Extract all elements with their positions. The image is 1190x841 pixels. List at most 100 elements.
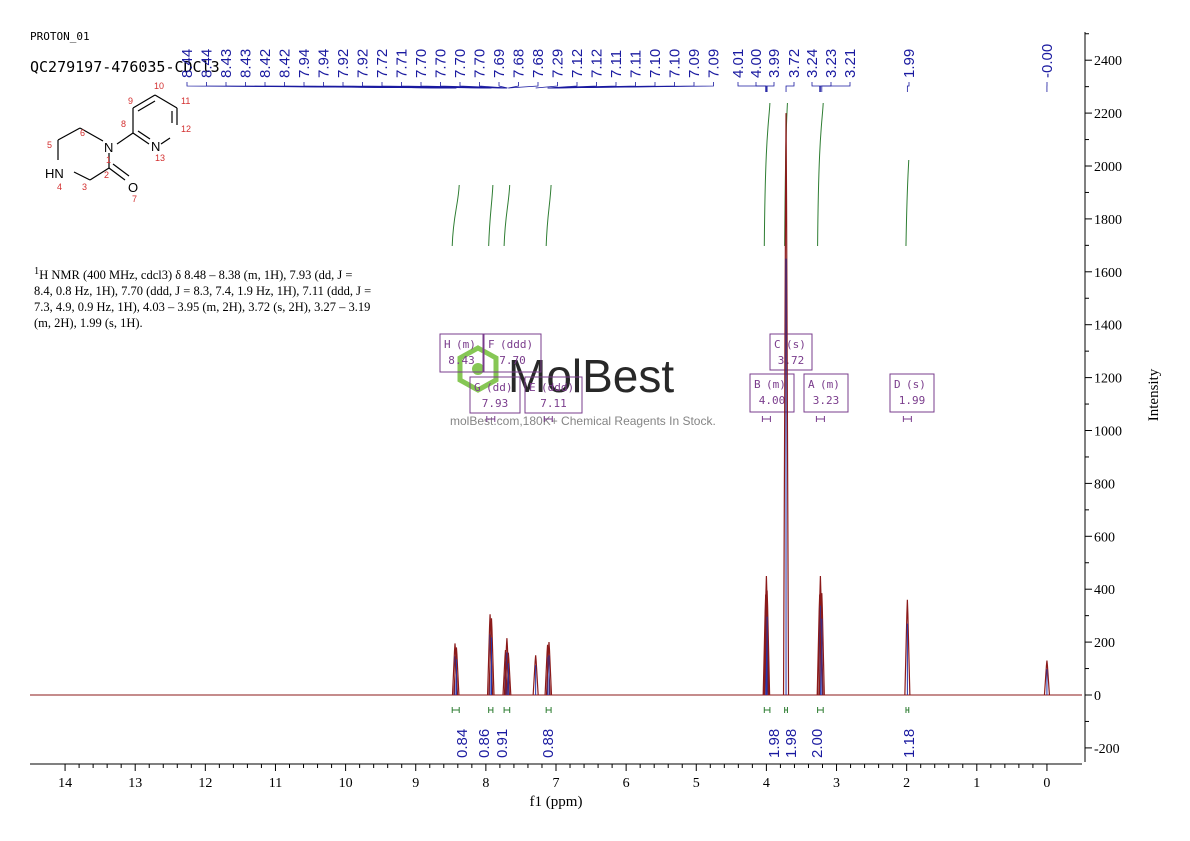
x-tick-label: 8 [482, 776, 489, 791]
watermark-tagline: molBest.com,180K+ Chemical Reagents In S… [450, 414, 716, 428]
molecule-structure: N HN N O 1 2 3 4 5 6 7 8 9 10 11 12 13 [45, 81, 191, 204]
peak-label: 7.12 [589, 49, 606, 78]
peak-label-layer: 8.44 8.44 8.43 8.43 8.42 8.42 7.94 7.94 7.92 7.92… [179, 44, 1056, 92]
peak-label: 3.72 [786, 49, 803, 78]
multiplet-box [439, 333, 484, 373]
x-tick-label: 11 [269, 776, 282, 791]
multiplet-shift: 3.23 [813, 394, 840, 407]
peak-label: 7.94 [316, 49, 333, 78]
integral-label-layer: 0.84 0.86 0.91 0.88 1.98 1.98 2.00 1.18 [451, 707, 918, 758]
multiplet-shift: 7.70 [499, 354, 526, 367]
multiplet-box [769, 333, 813, 371]
y-tick-label: 1400 [1094, 319, 1122, 334]
integral-value: 0.84 [454, 729, 471, 758]
peak-label-leader [755, 82, 767, 92]
atom-index-9: 9 [128, 96, 133, 106]
spectrum-peak [532, 655, 539, 696]
atom-index-10: 10 [154, 81, 164, 91]
peak-label: 7.71 [394, 49, 411, 78]
atom-index-11: 11 [181, 96, 190, 106]
integral-curve [905, 159, 910, 247]
x-axis-title: f1 (ppm) [530, 794, 583, 810]
multiplet-id: E [529, 381, 536, 394]
integral-value: 0.86 [476, 729, 493, 758]
peak-label: 8.44 [199, 49, 216, 78]
y-tick-label: 2200 [1094, 107, 1122, 122]
y-tick-label: 1000 [1094, 425, 1122, 440]
multiplet-type: (ddd) [500, 338, 533, 351]
peak-label: 4.00 [748, 49, 765, 78]
spectrum-peak [1043, 660, 1051, 696]
integral-curve [488, 184, 494, 247]
multiplet-id: F [488, 338, 495, 351]
multiplet-type: (m) [456, 338, 476, 351]
peak-label-leader [479, 82, 507, 89]
peak-label: 7.68 [511, 49, 528, 78]
integral-curve [503, 184, 511, 247]
integral-bracket [488, 707, 494, 713]
spectrum-peak [782, 113, 790, 696]
peak-label: 7.11 [628, 50, 645, 78]
peak-label: 7.11 [608, 50, 625, 78]
peak-label-leader [906, 82, 910, 92]
multiplet-box [469, 376, 521, 414]
multiplet-id: G [474, 381, 481, 394]
multiplet-type: (dd) [486, 381, 513, 394]
integral-value: 1.18 [901, 729, 918, 758]
y-tick-label: 800 [1094, 477, 1115, 492]
peak-label-leader [498, 82, 508, 89]
x-tick-label: 5 [693, 776, 700, 791]
atom-index-8: 8 [121, 119, 126, 129]
peak-label: 3.21 [842, 49, 859, 78]
multiplet-box [483, 333, 542, 373]
atom-index-1: 1 [106, 155, 111, 165]
peak-label: 4.01 [730, 49, 747, 78]
spectrum-peak [818, 593, 825, 696]
x-tick-label: 2 [903, 776, 910, 791]
nmr-summary-text: 1H NMR (400 MHz, cdcl3) δ 8.48 – 8.38 (m… [34, 264, 374, 331]
multiplet-type: (m) [766, 378, 786, 391]
atom-index-7: 7 [132, 194, 137, 204]
peak-label-leader [766, 82, 775, 92]
multiplet-shift: 7.93 [482, 397, 509, 410]
atom-o: O [128, 180, 138, 195]
integral-curve-layer [451, 102, 910, 247]
integral-curve [817, 102, 824, 247]
peak-label: 7.70 [413, 49, 430, 78]
multiplet-type: (s) [906, 378, 926, 391]
multiplet-layer: H (m) 8.43 F (ddd) 7.70 G (dd) 7.93 E (ddd) 7.11 C (s… [439, 333, 935, 422]
multiplet-marker [486, 416, 496, 422]
peak-label: 7.69 [491, 49, 508, 78]
axis-layer: 14 13 12 11 10 9 8 7 6 5 4 3 2 1 0-2000200400600800100… [30, 32, 1122, 791]
peak-label: 8.43 [238, 49, 255, 78]
multiplet-type: (s) [786, 338, 806, 351]
peak-label-leader [459, 82, 507, 89]
atom-index-13: 13 [155, 153, 165, 163]
multiplet-box [749, 373, 795, 413]
peak-label: 7.72 [374, 49, 391, 78]
y-tick-label: -200 [1094, 742, 1120, 757]
peak-label: 7.10 [667, 49, 684, 78]
multiplet-id: C [774, 338, 781, 351]
peak-label-leader [737, 82, 767, 92]
integral-bracket [545, 707, 552, 713]
integral-bracket [451, 707, 460, 713]
integral-value: 1.98 [766, 729, 783, 758]
multiplet-shift: 8.43 [448, 354, 475, 367]
peak-label: -0.00 [1039, 44, 1056, 78]
integral-bracket [763, 707, 771, 713]
watermark: MolBest molBest.com,180K+ Chemical Reage… [450, 345, 716, 428]
peak-label: 8.42 [257, 49, 274, 78]
spectrum-peak [505, 652, 512, 696]
peak-label-leader [821, 82, 851, 92]
peak-label: 8.44 [179, 49, 196, 78]
y-tick-label: 600 [1094, 530, 1115, 545]
integral-curve [451, 184, 460, 247]
peak-label: 7.29 [550, 49, 567, 78]
peak-label: 8.42 [277, 49, 294, 78]
atom-index-5: 5 [47, 140, 52, 150]
spectrum-peak [764, 590, 771, 696]
x-tick-label: 1 [973, 776, 980, 791]
multiplet-box [889, 373, 935, 413]
